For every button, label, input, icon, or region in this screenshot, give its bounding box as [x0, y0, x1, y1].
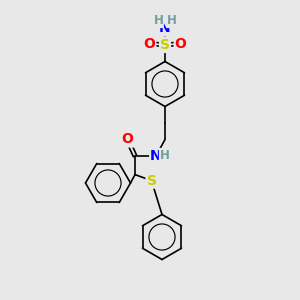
Text: N: N: [159, 22, 171, 35]
Text: S: S: [146, 174, 157, 188]
Text: O: O: [143, 37, 155, 50]
Text: H: H: [167, 14, 176, 28]
Text: S: S: [160, 38, 170, 52]
Text: O: O: [175, 37, 187, 50]
Text: H: H: [154, 14, 163, 28]
Text: N: N: [150, 149, 162, 163]
Text: O: O: [122, 133, 134, 146]
Text: H: H: [160, 149, 169, 163]
